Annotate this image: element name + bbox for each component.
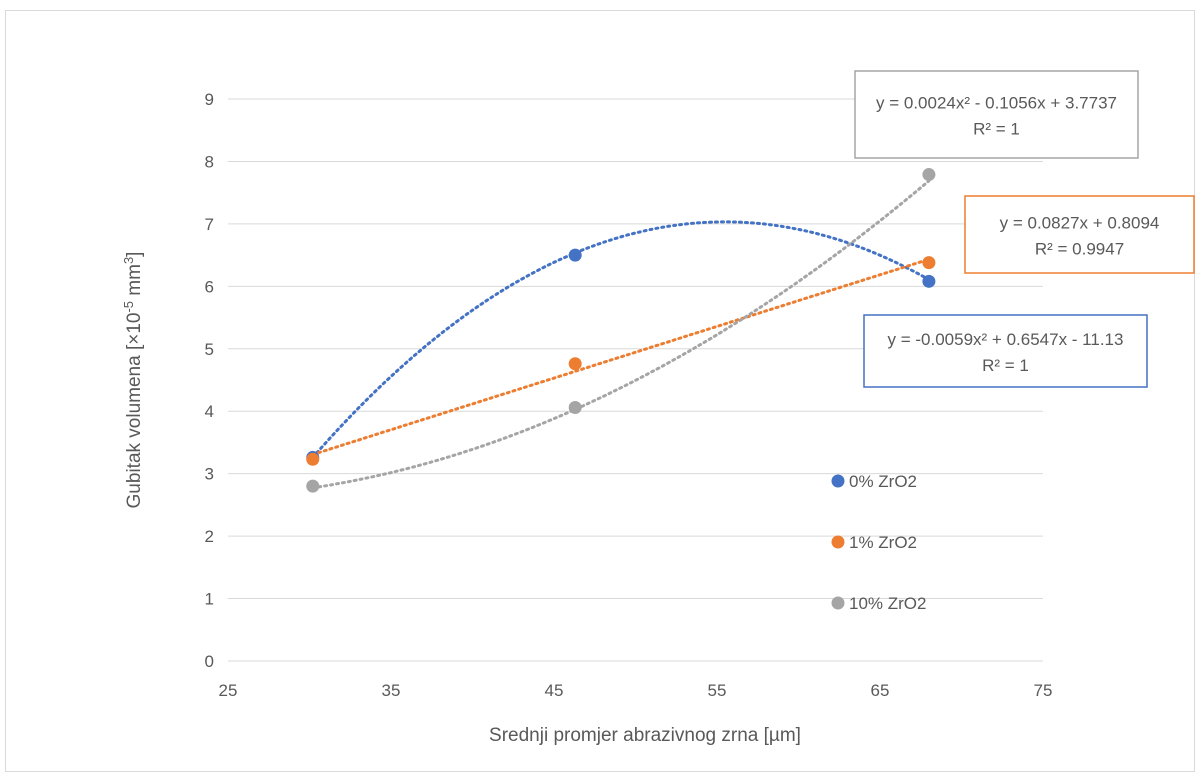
legend-label: 0% ZrO2: [849, 472, 917, 491]
legend-item-10-zro2: 10% ZrO2: [831, 594, 926, 613]
y-axis-title-exponent: -5: [121, 301, 136, 313]
x-tick-label: 35: [382, 681, 401, 700]
data-point-10-zro2: [568, 400, 582, 414]
data-point-10-zro2: [306, 479, 320, 493]
y-tick-label: 8: [205, 152, 214, 171]
equation-box-0-zro2: y = -0.0059x² + 0.6547x - 11.13 R² = 1: [863, 314, 1148, 388]
x-tick-labels: 25 35 45 55 65 75: [219, 681, 1053, 700]
y-tick-labels: 0 1 2 3 4 5 6 7 8 9: [205, 90, 214, 671]
trendline-10-zro2: [311, 179, 931, 490]
legend: 0% ZrO2 1% ZrO2 10% ZrO2: [831, 472, 926, 613]
y-tick-label: 4: [205, 402, 214, 421]
legend-item-0-zro2: 0% ZrO2: [831, 472, 917, 491]
data-point-1-zro2: [568, 357, 582, 371]
equation-box-border: [964, 195, 1195, 274]
y-tick-label: 9: [205, 90, 214, 109]
trendline-r-squared: R² = 0.9947: [1035, 240, 1124, 259]
y-tick-label: 5: [205, 340, 214, 359]
y-axis-title-unit-exponent: 3: [121, 257, 136, 264]
data-point-0-zro2: [922, 274, 936, 288]
legend-marker: [831, 535, 845, 549]
legend-marker: [831, 596, 845, 610]
legend-marker: [831, 474, 845, 488]
trendline-r-squared: R² = 1: [973, 120, 1020, 139]
trendline-1-zro2: [311, 257, 931, 456]
x-tick-label: 65: [871, 681, 890, 700]
y-tick-label: 1: [205, 590, 214, 609]
data-point-0-zro2: [568, 248, 582, 262]
y-axis-title-close: ]: [124, 252, 145, 257]
x-axis-title: Srednji promjer abrazivnog zrna [µm]: [489, 725, 801, 746]
legend-label: 10% ZrO2: [849, 594, 926, 613]
y-tick-label: 6: [205, 277, 214, 296]
trendline-equation: y = -0.0059x² + 0.6547x - 11.13: [888, 330, 1124, 349]
trendline-equation: y = 0.0024x² - 0.1056x + 3.7737: [876, 94, 1117, 113]
y-axis-title: Gubitak volumena [×10-5 mm3]: [121, 252, 145, 509]
y-tick-label: 7: [205, 215, 214, 234]
data-point-1-zro2: [922, 256, 936, 270]
legend-item-1-zro2: 1% ZrO2: [831, 533, 917, 552]
x-tick-label: 75: [1034, 681, 1053, 700]
equation-box-10-zro2: y = 0.0024x² - 0.1056x + 3.7737 R² = 1: [854, 70, 1139, 159]
y-tick-label: 2: [205, 527, 214, 546]
y-axis-title-unit: mm: [124, 264, 145, 301]
y-tick-label: 0: [205, 652, 214, 671]
legend-label: 1% ZrO2: [849, 533, 917, 552]
x-tick-label: 55: [708, 681, 727, 700]
x-tick-label: 25: [219, 681, 238, 700]
y-tick-label: 3: [205, 465, 214, 484]
y-axis-title-main: Gubitak volumena [×10: [124, 313, 145, 509]
trendline-equation: y = 0.0827x + 0.8094: [1000, 214, 1160, 233]
x-tick-label: 45: [545, 681, 564, 700]
equation-box-border: [854, 70, 1139, 159]
equation-box-1-zro2: y = 0.0827x + 0.8094 R² = 0.9947: [964, 195, 1195, 274]
data-point-10-zro2: [922, 168, 936, 182]
trendline-0-zro2: [311, 220, 931, 459]
data-points: [306, 168, 936, 493]
data-point-1-zro2: [306, 452, 320, 466]
equation-box-border: [863, 314, 1148, 388]
trendline-r-squared: R² = 1: [982, 356, 1029, 375]
trendlines: [311, 179, 931, 490]
